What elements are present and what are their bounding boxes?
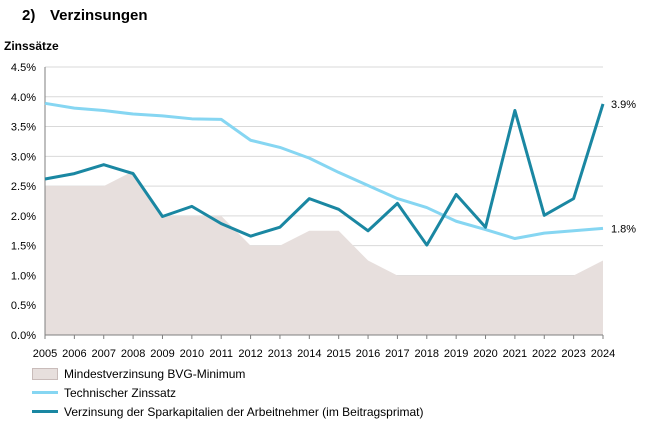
area-series-0	[45, 171, 603, 335]
y-axis-label: Zinssätze	[4, 39, 59, 53]
y-tick-label: 3.5%	[11, 122, 36, 134]
y-tick-label: 0.0%	[11, 330, 36, 342]
legend-label: Technischer Zinssatz	[64, 385, 177, 400]
y-tick-label: 4.0%	[11, 92, 36, 104]
legend-swatch-line-dark	[32, 410, 58, 413]
section-title: 2) Verzinsungen	[22, 7, 148, 24]
legend-label: Mindestverzinsung BVG-Minimum	[64, 366, 246, 381]
x-tick-label: 2024	[591, 348, 615, 360]
x-tick-label: 2015	[326, 348, 350, 360]
y-tick-label: 2.0%	[11, 211, 36, 223]
x-tick-label: 2014	[297, 348, 321, 360]
line-series-layer	[44, 101, 605, 247]
section-number: 2)	[22, 7, 36, 24]
y-tick-label: 3.0%	[11, 151, 36, 163]
end-value-label: 1.8%	[611, 223, 636, 235]
y-tick-label: 1.5%	[11, 241, 36, 253]
x-tick-label: 2017	[385, 348, 409, 360]
legend-item-bvg-minimum: Mindestverzinsung BVG-Minimum	[32, 364, 424, 383]
tick-labels: 0.0% 0.5% 1.0% 1.5% 2.0% 2.5% 3.0% 3.5% 4.0% 4.5%…	[11, 62, 615, 360]
x-tick-label: 2009	[150, 348, 174, 360]
x-tick-label: 2019	[444, 348, 468, 360]
x-tick-label: 2022	[532, 348, 556, 360]
x-tick-label: 2011	[209, 348, 233, 360]
line-series-2	[44, 103, 605, 247]
x-tick-label: 2021	[503, 348, 527, 360]
section-heading: Verzinsungen	[50, 7, 148, 24]
line-series-1	[44, 101, 604, 241]
area-series-layer	[45, 171, 603, 335]
legend: Mindestverzinsung BVG-Minimum Technische…	[32, 364, 424, 421]
x-tick-label: 2012	[238, 348, 262, 360]
y-tick-label: 4.5%	[11, 62, 36, 74]
legend-item-technischer-zinssatz: Technischer Zinssatz	[32, 383, 424, 402]
x-tick-label: 2023	[561, 348, 585, 360]
legend-label: Verzinsung der Sparkapitalien der Arbeit…	[64, 404, 424, 419]
x-tick-label: 2006	[62, 348, 86, 360]
axes	[44, 67, 604, 339]
x-tick-label: 2005	[33, 348, 57, 360]
x-tick-label: 2008	[121, 348, 145, 360]
end-value-label: 3.9%	[611, 99, 636, 111]
legend-swatch-line-light	[32, 391, 58, 394]
y-tick-label: 1.0%	[11, 270, 36, 282]
x-tick-label: 2010	[180, 348, 204, 360]
y-tick-label: 0.5%	[11, 300, 36, 312]
x-tick-label: 2013	[268, 348, 292, 360]
legend-item-sparkapitalien: Verzinsung der Sparkapitalien der Arbeit…	[32, 402, 424, 421]
y-tick-label: 2.5%	[11, 181, 36, 193]
x-tick-label: 2018	[415, 348, 439, 360]
x-tick-label: 2020	[473, 348, 497, 360]
annotations: 3.9% 1.8%	[611, 99, 636, 235]
legend-swatch-area	[32, 367, 58, 380]
x-tick-label: 2016	[356, 348, 380, 360]
x-tick-label: 2007	[91, 348, 115, 360]
